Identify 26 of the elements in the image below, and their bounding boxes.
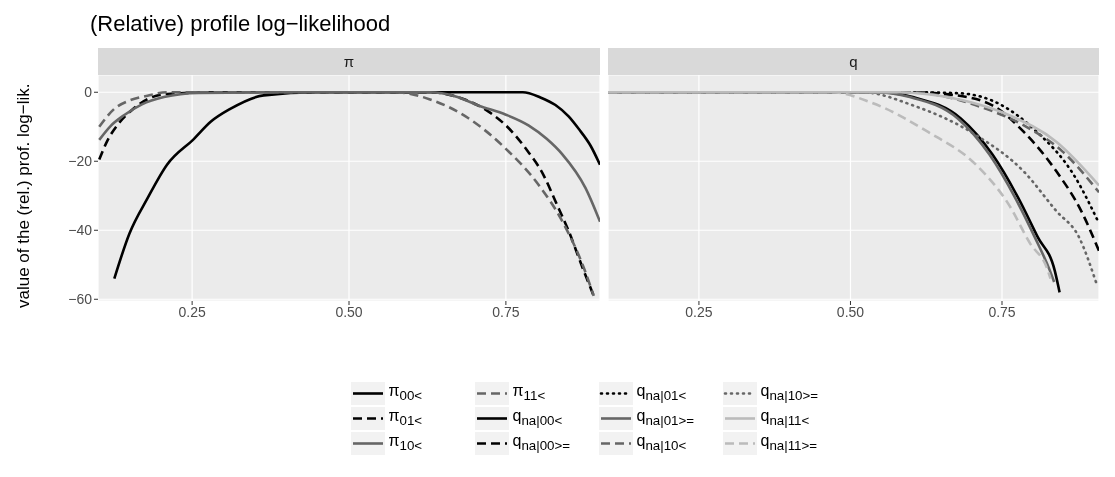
legend-label: q$_{na|00<}$ [512,405,564,431]
legend-label: q$_{na|00>=}$ [512,430,572,456]
x-tick-label: 0.25 [178,303,206,320]
chart-subtitle: π [98,48,600,75]
chart-subtitle: q [608,48,1099,75]
legend-label: q$_{na|01<}$ [636,380,688,406]
legend-label: π$_{11<}$ [512,380,547,406]
legend-label: q$_{na|11<}$ [760,405,811,431]
x-tick-label: 0.75 [492,303,520,320]
legend-label: π$_{10<}$ [388,430,424,456]
legend-label: π$_{00<}$ [388,380,424,406]
y-axis-title: value of the (rel.) prof. log−lik. [14,83,34,308]
x-tick-label: 0.50 [836,303,865,320]
legend-label: q$_{na|10>=}$ [760,380,820,406]
y-tick-label: 0 [84,84,93,101]
legend-label: π$_{01<}$ [388,405,424,431]
chart-title: (Relative) profile log−likelihood [90,10,392,38]
y-tick-label: −60 [68,291,93,308]
y-tick-label: −40 [68,222,93,239]
legend-label: q$_{na|10<}$ [636,430,688,456]
legend-label: q$_{na|01>=}$ [636,405,696,431]
x-tick-label: 0.25 [685,303,713,320]
x-tick-label: 0.50 [335,303,363,320]
y-tick-label: −20 [68,153,93,170]
x-tick-label: 0.75 [988,303,1016,320]
legend-label: q$_{na|11>=}$ [760,430,819,456]
